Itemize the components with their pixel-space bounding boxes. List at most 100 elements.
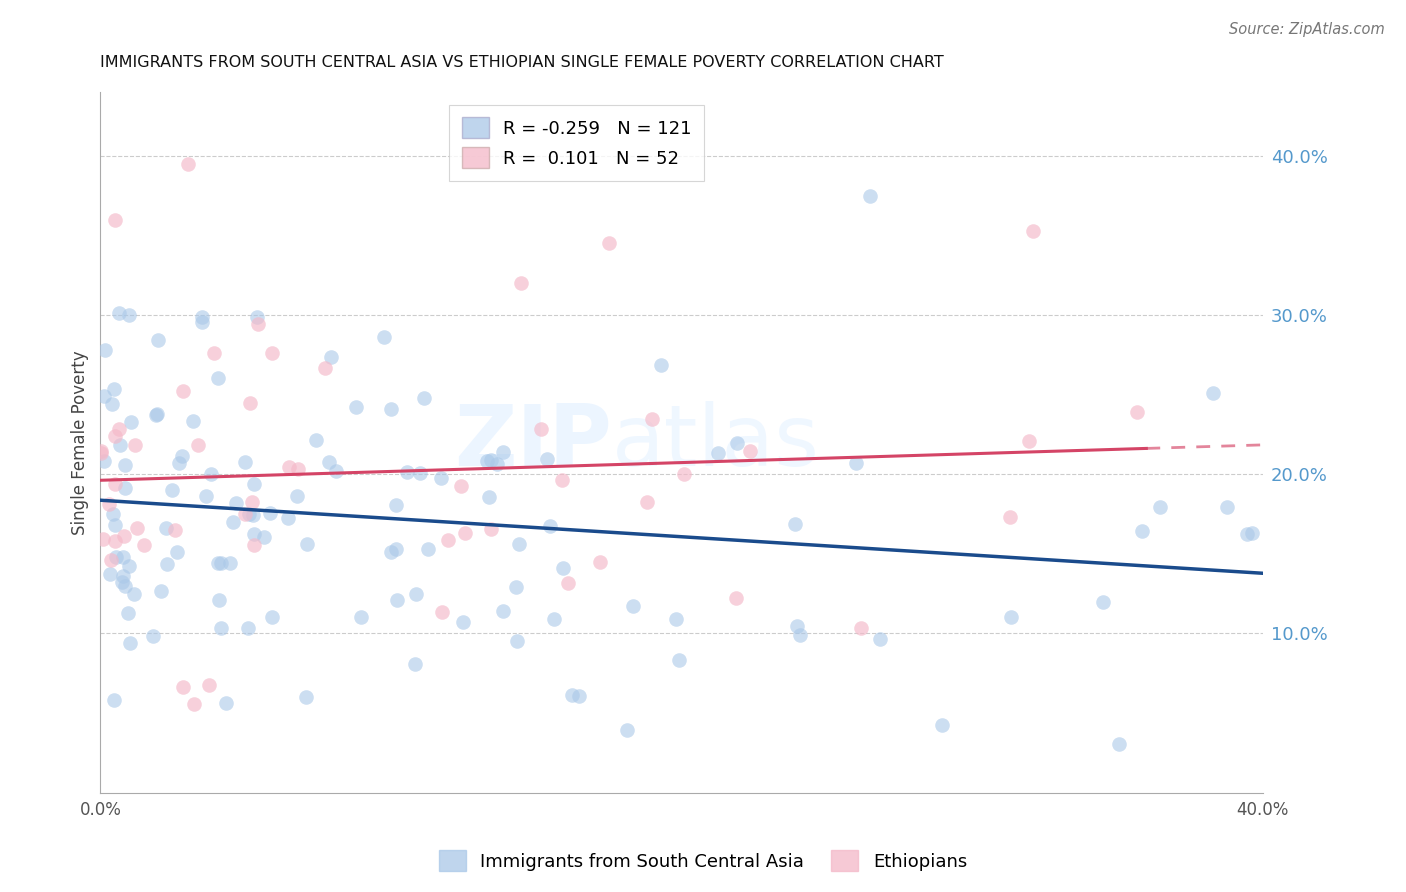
Point: [668, 653, 690, 667]
Point: [561, 688, 583, 702]
Point: [1130, 524, 1153, 539]
Point: [568, 689, 591, 703]
Point: [380, 545, 402, 559]
Point: [1000, 610, 1022, 624]
Point: [538, 518, 561, 533]
Point: [262, 346, 284, 360]
Point: [146, 333, 169, 347]
Point: [859, 188, 882, 202]
Point: [160, 483, 183, 498]
Point: [112, 528, 135, 542]
Point: [1236, 527, 1258, 541]
Point: [305, 434, 328, 448]
Point: [478, 490, 501, 504]
Point: [247, 317, 270, 331]
Point: [295, 690, 318, 704]
Point: [90, 446, 112, 460]
Point: [124, 437, 146, 451]
Point: [208, 593, 231, 607]
Point: [450, 479, 472, 493]
Point: [430, 605, 453, 619]
Point: [145, 407, 167, 421]
Point: [1092, 595, 1115, 609]
Point: [91, 532, 114, 546]
Point: [621, 599, 644, 613]
Point: [104, 429, 127, 443]
Point: [485, 457, 508, 471]
Point: [222, 515, 245, 529]
Point: [396, 465, 419, 479]
Point: [530, 422, 553, 436]
Point: [238, 507, 260, 521]
Point: [103, 693, 125, 707]
Point: [114, 579, 136, 593]
Point: [931, 717, 953, 731]
Legend: Immigrants from South Central Asia, Ethiopians: Immigrants from South Central Asia, Ethi…: [432, 843, 974, 879]
Point: [325, 464, 347, 478]
Point: [789, 628, 811, 642]
Point: [194, 489, 217, 503]
Point: [132, 538, 155, 552]
Point: [200, 467, 222, 481]
Point: [103, 382, 125, 396]
Point: [107, 422, 129, 436]
Point: [253, 530, 276, 544]
Point: [236, 621, 259, 635]
Point: [104, 518, 127, 533]
Point: [243, 527, 266, 541]
Point: [93, 454, 115, 468]
Point: [479, 522, 502, 536]
Point: [543, 612, 565, 626]
Point: [259, 506, 281, 520]
Point: [215, 696, 238, 710]
Point: [107, 306, 129, 320]
Point: [725, 591, 748, 605]
Point: [105, 549, 128, 564]
Point: [589, 555, 612, 569]
Point: [436, 533, 458, 547]
Text: Source: ZipAtlas.com: Source: ZipAtlas.com: [1229, 22, 1385, 37]
Point: [118, 558, 141, 573]
Point: [851, 621, 873, 635]
Point: [405, 587, 427, 601]
Point: [155, 521, 177, 535]
Point: [90, 443, 112, 458]
Point: [149, 584, 172, 599]
Point: [510, 276, 533, 290]
Point: [118, 636, 141, 650]
Point: [550, 474, 572, 488]
Point: [1202, 386, 1225, 401]
Point: [207, 371, 229, 385]
Point: [380, 401, 402, 416]
Point: [385, 592, 408, 607]
Point: [172, 450, 194, 464]
Point: [100, 566, 122, 581]
Point: [246, 310, 269, 325]
Point: [260, 610, 283, 624]
Point: [190, 310, 212, 324]
Point: [163, 523, 186, 537]
Point: [536, 452, 558, 467]
Point: [242, 508, 264, 523]
Point: [785, 517, 807, 532]
Point: [104, 534, 127, 549]
Point: [181, 414, 204, 428]
Point: [198, 678, 221, 692]
Point: [94, 343, 117, 358]
Point: [636, 494, 658, 508]
Point: [295, 537, 318, 551]
Point: [239, 396, 262, 410]
Point: [191, 315, 214, 329]
Point: [219, 556, 242, 570]
Point: [344, 400, 367, 414]
Point: [598, 236, 620, 251]
Point: [209, 557, 232, 571]
Legend: R = -0.259   N = 121, R =  0.101   N = 52: R = -0.259 N = 121, R = 0.101 N = 52: [449, 104, 704, 181]
Point: [108, 438, 131, 452]
Point: [404, 657, 426, 672]
Point: [998, 510, 1021, 524]
Point: [1149, 500, 1171, 515]
Point: [492, 604, 515, 618]
Point: [101, 397, 124, 411]
Point: [287, 489, 309, 503]
